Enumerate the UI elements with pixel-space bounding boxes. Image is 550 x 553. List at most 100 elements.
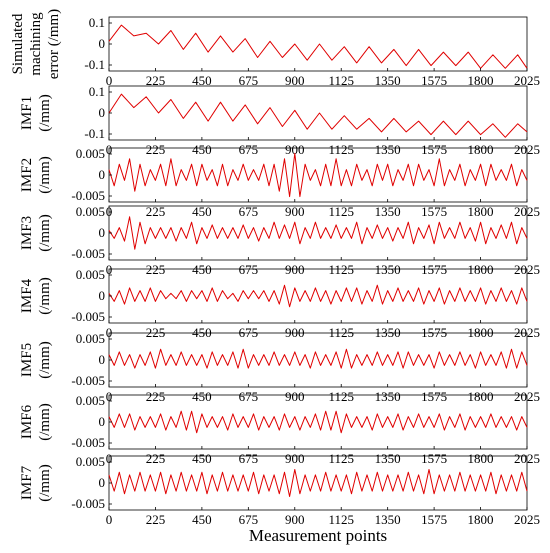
x-tick-label: 1350: [375, 512, 401, 527]
y-tick-label: -0.005: [71, 188, 105, 203]
y-tick-label: 0.005: [76, 393, 105, 408]
plot-frame: [108, 85, 528, 141]
x-tick-label: 675: [239, 262, 259, 277]
y-tick-label: -0.1: [84, 126, 105, 141]
y-tick-label: 0.005: [76, 331, 105, 346]
y-tick-label: 0: [99, 105, 106, 120]
series-line-1: [108, 216, 528, 250]
y-axis-label-line: IMF5: [19, 343, 35, 377]
x-tick-label: 900: [285, 142, 305, 157]
x-tick-label: 675: [239, 389, 259, 404]
y-tick-label: 0.1: [89, 84, 105, 99]
panel-4: 0 225 450 675 900 1125 1350 1575 1800 20250.0050-…: [19, 204, 540, 277]
y-axis-label-line: IMF7: [19, 465, 35, 500]
y-axis-label-line: (/mm): [37, 94, 53, 132]
x-axis-label: Measurement points: [249, 526, 387, 545]
y-tick-label: 0.005: [76, 454, 105, 469]
x-tick-label: 1800: [468, 262, 494, 277]
x-tick-label: 1800: [468, 451, 494, 466]
x-tick-label: 450: [192, 325, 212, 340]
panel-7: 0 225 450 675 900 1125 1350 1575 1800 20250.0050-…: [19, 393, 540, 466]
x-tick-label: 1800: [468, 204, 494, 219]
x-tick-label: 900: [285, 325, 305, 340]
x-tick-label: 1350: [375, 451, 401, 466]
y-tick-label: 0.1: [89, 15, 105, 30]
x-tick-label: 450: [192, 262, 212, 277]
y-tick-label: 0: [99, 288, 106, 303]
x-tick-label: 1125: [328, 204, 354, 219]
x-tick-label: 1350: [375, 325, 401, 340]
y-tick-label: -0.005: [71, 246, 105, 261]
y-tick-label: -0.005: [71, 496, 105, 511]
x-tick-label: 1800: [468, 512, 494, 527]
y-axis-label-line: (/mm): [37, 341, 53, 379]
x-tick-label: 1800: [468, 142, 494, 157]
y-tick-label: -0.005: [71, 373, 105, 388]
x-tick-label: 1125: [328, 512, 354, 527]
x-tick-label: 1800: [468, 389, 494, 404]
y-tick-label: 0: [99, 36, 106, 51]
y-axis-label-line: IMF2: [19, 158, 35, 192]
y-tick-label: -0.1: [84, 57, 105, 72]
y-tick-label: 0: [99, 225, 106, 240]
x-tick-label: 900: [285, 204, 305, 219]
y-axis-label-line: (/mm): [37, 277, 53, 315]
panel-3: 0 225 450 675 900 1125 1350 1575 1800 20250.0050-…: [19, 146, 540, 219]
series-line-1: [108, 348, 528, 369]
x-tick-label: 900: [285, 73, 305, 88]
x-tick-label: 1125: [328, 451, 354, 466]
x-tick-label: 0: [106, 325, 113, 340]
y-axis-label-line: IMF4: [19, 278, 35, 313]
y-axis-label-line: IMF3: [19, 216, 35, 250]
x-tick-label: 225: [146, 325, 166, 340]
x-tick-label: 1575: [421, 451, 447, 466]
x-tick-label: 1575: [421, 142, 447, 157]
y-tick-label: -0.005: [71, 309, 105, 324]
x-tick-label: 675: [239, 512, 259, 527]
y-tick-label: 0: [99, 352, 106, 367]
x-tick-label: 900: [285, 389, 305, 404]
x-tick-label: 675: [239, 451, 259, 466]
series-line-1: [108, 152, 528, 198]
x-tick-label: 900: [285, 512, 305, 527]
y-axis-label-line: error (/mm): [46, 9, 62, 79]
x-tick-label: 0: [106, 512, 113, 527]
y-axis-label-line: machining: [28, 12, 44, 76]
series-line-1: [108, 410, 528, 434]
panel-1: 0 225 450 675 900 1125 1350 1575 1800 20250.10-0.…: [10, 9, 540, 88]
x-tick-label: 1575: [421, 262, 447, 277]
x-tick-label: 2025: [514, 512, 540, 527]
x-tick-label: 1800: [468, 73, 494, 88]
x-tick-label: 900: [285, 451, 305, 466]
x-tick-label: 1800: [468, 325, 494, 340]
x-tick-label: 225: [146, 204, 166, 219]
x-tick-label: 1575: [421, 204, 447, 219]
x-tick-label: 225: [146, 73, 166, 88]
series-line-1: [108, 284, 528, 308]
panel-6: 0 225 450 675 900 1125 1350 1575 1800 20250.0050-…: [19, 331, 540, 404]
x-tick-label: 450: [192, 73, 212, 88]
x-tick-label: 450: [192, 204, 212, 219]
y-axis-label-line: (/mm): [37, 156, 53, 194]
y-axis-label-line: (/mm): [37, 403, 53, 441]
x-tick-label: 1575: [421, 73, 447, 88]
panel-8: 0 225 450 675 900 1125 1350 1575 1800 20250.0050-…: [19, 454, 540, 527]
y-tick-label: 0.005: [76, 204, 105, 219]
x-tick-label: 225: [146, 262, 166, 277]
x-tick-label: 225: [146, 389, 166, 404]
plot-frame: [108, 205, 528, 261]
plot-frame: [108, 147, 528, 203]
series-line-1: [108, 93, 528, 138]
x-tick-label: 450: [192, 142, 212, 157]
x-tick-label: 1125: [328, 389, 354, 404]
x-tick-label: 225: [146, 512, 166, 527]
series-line-1: [108, 469, 528, 497]
y-tick-label: 0: [99, 414, 106, 429]
y-tick-label: 0.005: [76, 146, 105, 161]
x-tick-label: 225: [146, 142, 166, 157]
x-tick-label: 450: [192, 451, 212, 466]
panel-2: 0 225 450 675 900 1125 1350 1575 1800 20250.10-0.…: [19, 84, 540, 157]
x-tick-label: 1350: [375, 142, 401, 157]
x-tick-label: 1125: [328, 73, 354, 88]
